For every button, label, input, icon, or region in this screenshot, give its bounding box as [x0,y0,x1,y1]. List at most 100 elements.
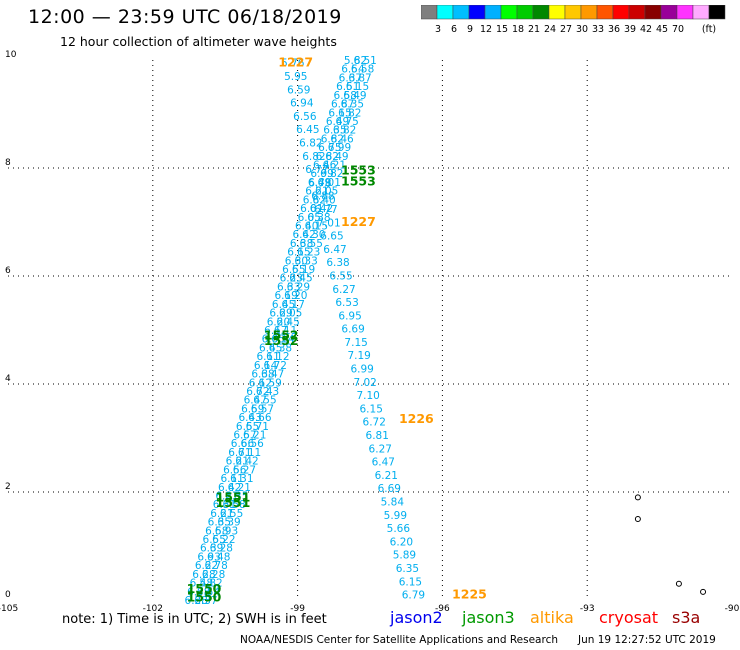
wave-height-point: 6.49 [326,116,349,128]
wave-height-point: 6.11 [256,351,279,363]
wave-height-point: 6.11 [274,325,297,337]
wave-height-point: 6.75 [318,142,341,154]
colorbar-tick-label: 18 [512,24,524,35]
wave-height-point: 6.21 [243,430,266,442]
wave-height-point: 6.82 [299,137,322,149]
wave-height-point: 6.56 [223,464,247,476]
wave-height-point: 6.45 [276,316,299,328]
wave-height-point: 5.99 [384,510,407,522]
wave-height-point: 6.47 [244,395,267,407]
wave-height-point: 6.72 [246,386,269,398]
wave-height-point: 6.54 [341,64,365,76]
footer-note: note: 1) Time is in UTC; 2) SWH is in fe… [62,612,327,627]
wave-height-point: 6.42 [310,203,333,215]
colorbar-unit: (ft) [702,24,716,35]
colorbar-tick-label: 42 [640,24,652,35]
wave-height-point: 6.66 [231,438,255,450]
wave-height-point: 6.31 [213,499,236,511]
wave-height-point: 6.01 [300,203,323,215]
wave-height-point: 6.65 [320,231,343,243]
island-mark [634,516,641,522]
wave-height-point: 6.42 [218,482,241,494]
colorbar-tick-label: 3 [435,24,441,35]
wave-height-point: 5.76 [281,58,305,70]
wave-height-point: 6.21 [210,508,233,520]
wave-height-point: 6.23 [280,273,303,285]
colorbar-tick-label: 15 [496,24,508,35]
wave-height-point: 6.27 [332,284,355,296]
x-tick-label: -93 [580,604,595,612]
wave-height-point: 6.19 [292,264,315,276]
wave-height-point: 6.47 [372,457,395,469]
wave-height-point: 6.88 [311,191,334,203]
page-subtitle: 12 hour collection of altimeter wave hei… [60,34,337,49]
wave-height-point: 6.43 [238,412,261,424]
wave-height-point: 6.29 [269,308,292,320]
wave-height-point: 6.48 [190,578,213,590]
colorbar-tick-label: 6 [451,24,457,35]
y-tick-label: 8 [5,158,11,168]
wave-height-point: 6.47 [261,369,284,381]
legend-cryosat: cryosat [599,608,659,627]
credit-line: NOAA/NESDIS Center for Satellite Applica… [240,634,558,646]
wave-height-point: 6.17 [282,299,305,311]
wave-height-point: 6.21 [305,186,328,198]
wave-height-point: 6.71 [228,447,251,459]
legend-altika: altika [530,608,574,627]
wave-height-point: 6.55 [282,264,305,276]
legend-jason3: jason3 [462,608,515,627]
colorbar-swatch [708,5,726,20]
wave-height-point: 6.21 [228,482,251,494]
x-tick-label: -99 [290,604,305,612]
wave-height-point: 6.29 [287,281,310,293]
color-scale-legend: 3 6 9 12 15 18 21 24 27 30 33 36 39 42 45 70 (ft) [421,5,726,35]
pass-label: 1551 [216,489,251,504]
pass-label: 1553 [341,174,376,189]
pass-label: 1552 [264,327,299,342]
y-tick-label: 2 [5,482,11,492]
pass-label: 1225 [452,587,487,602]
wave-height-point: 6.55 [253,395,276,407]
wave-height-point: 6.40 [312,194,335,206]
wave-height-point: 6.58 [222,499,245,511]
wave-height-point: 6.05 [262,334,285,346]
wave-height-point: 6.14 [271,334,295,346]
colorbar-tick-label: 36 [608,24,620,35]
wave-height-point: 6.39 [217,517,240,529]
wave-height-point: 6.23 [297,247,320,259]
x-tick-label: -96 [435,604,450,612]
wave-height-point: 6.46 [330,133,354,145]
x-tick-label: -105 [0,604,18,612]
wave-height-point: 6.55 [329,270,352,282]
wave-height-point: 6.31 [230,473,253,485]
wave-height-point: 6.99 [350,364,373,376]
wave-height-point: 6.28 [202,569,225,581]
wave-height-point: 6.66 [248,412,272,424]
wave-height-point: 6.82 [320,168,343,180]
wave-height-point: 5.82 [199,578,222,590]
colorbar-tick-label: 45 [656,24,668,35]
wave-height-point: 6.20 [390,536,413,548]
wave-height-point: 6.27 [233,464,256,476]
wave-height-point: 6.59 [241,403,264,415]
wave-height-point: 6.45 [289,273,312,285]
wave-height-point: 6.55 [203,534,226,546]
wave-height-point: 6.58 [351,64,374,76]
wave-height-point: 5.95 [284,71,307,83]
page-title: 12:00 — 23:59 UTC 06/18/2019 [28,6,342,28]
y-tick-label: 10 [5,50,17,60]
wave-height-point: 6.82 [303,194,326,206]
wave-height-point: 6.78 [204,560,227,572]
wave-height-point: 6.15 [305,220,328,232]
wave-height-point: 6.55 [220,508,243,520]
wave-height-point: 6.38 [326,257,349,269]
wave-height-point: 6.17 [264,325,287,337]
legend-s3a: s3a [672,608,701,627]
wave-height-point: 6.15 [287,247,310,259]
pass-label: 1226 [399,411,434,426]
wave-height-point: 6.14 [254,360,278,372]
wave-height-point: 6.33 [277,281,300,293]
wave-height-point: 6.47 [323,244,346,256]
wave-height-point: 6.45 [259,342,282,354]
wave-height-point: 6.38 [269,342,292,354]
